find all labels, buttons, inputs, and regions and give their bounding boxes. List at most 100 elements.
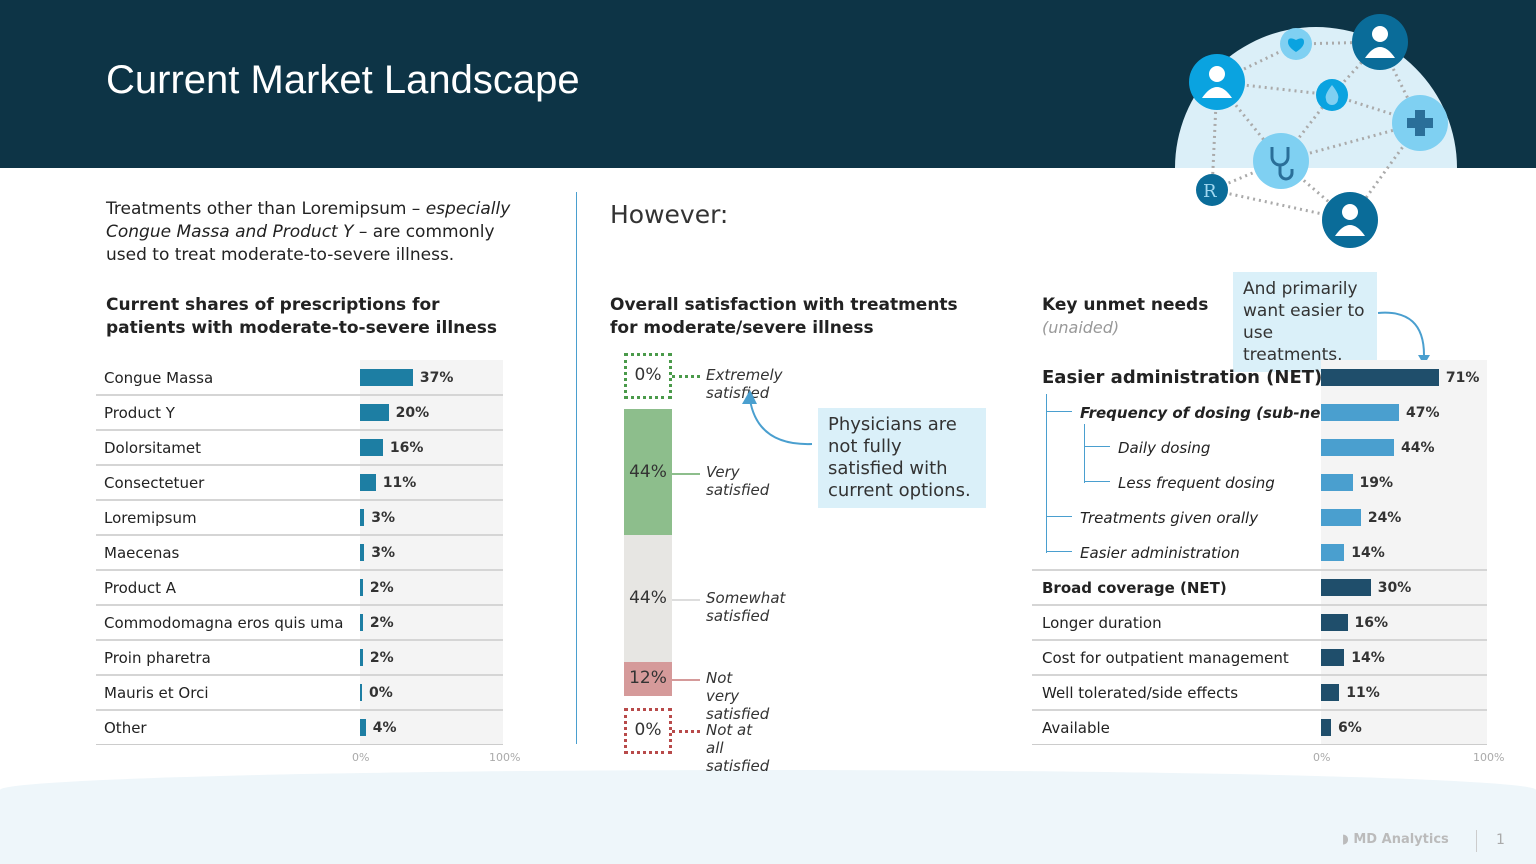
bar [360, 474, 376, 491]
bar [360, 614, 363, 631]
bar-label: Treatments given orally [1080, 509, 1259, 527]
bar-label: Product A [104, 579, 176, 597]
data-label: 37% [419, 370, 454, 386]
bar [360, 404, 389, 421]
segment-value: 0% [634, 365, 662, 385]
bar-label: Easier administration [1080, 544, 1240, 562]
intro-text: Treatments other than Loremipsum – espec… [106, 198, 536, 267]
data-label: 16% [389, 440, 424, 456]
row-separator [96, 429, 503, 431]
row-separator [96, 674, 503, 676]
callout-arrow-icon [742, 390, 813, 446]
bar-label: Longer duration [1042, 614, 1162, 632]
page-title: Current Market Landscape [106, 58, 580, 102]
data-label: 2% [369, 580, 394, 596]
footer-band [0, 770, 1536, 864]
satisfaction-callout: Physicians are not fully satisfied with … [818, 408, 986, 508]
bar [1321, 474, 1353, 491]
bar-label: Cost for outpatient management [1042, 649, 1289, 667]
brand-name: MD Analytics [1353, 832, 1449, 847]
segment-value: 44% [629, 588, 667, 609]
data-label: 19% [1359, 475, 1394, 491]
tree-arrow-icon [1084, 446, 1110, 447]
bar [360, 684, 362, 701]
bar [360, 369, 413, 386]
segment-label: Very satisfied [706, 463, 770, 499]
unmet-callout-text: And primarily want easier to use treatme… [1243, 279, 1365, 365]
chart1-title: Current shares of prescriptions for pati… [106, 295, 498, 338]
bar-label: Frequency of dosing (sub-net) [1080, 404, 1335, 422]
segment-value: 44% [629, 462, 667, 482]
data-label: 2% [369, 615, 394, 631]
data-label: 6% [1337, 720, 1362, 736]
bar-label: Available [1042, 719, 1110, 737]
data-label: 14% [1351, 650, 1385, 666]
segment-label: Not at all satisfied [706, 721, 770, 775]
row-separator [96, 534, 503, 536]
tree-line [1084, 424, 1085, 483]
callout-arrow-icon [1377, 311, 1430, 365]
user-icon [1189, 54, 1245, 110]
data-label: 47% [1406, 405, 1440, 421]
tree-line [1046, 394, 1047, 553]
bar [360, 719, 366, 736]
user-icon [1352, 14, 1408, 70]
bar [1321, 684, 1340, 701]
data-label: 24% [1367, 510, 1402, 526]
chart3-subtitle: (unaided) [1042, 318, 1120, 337]
plot-background [1321, 360, 1487, 745]
bar-label: Other [104, 719, 147, 737]
data-label: 4% [372, 720, 397, 736]
intro-text-emphasis: especially Congue Massa and Product Y [106, 199, 511, 242]
row-separator [1032, 639, 1487, 641]
chart2-title: Overall satisfaction with treatments for… [610, 295, 958, 338]
bar [1321, 369, 1439, 386]
bar-label: Proin pharetra [104, 649, 211, 667]
dashed-box [624, 708, 672, 754]
data-label: 0% [369, 685, 393, 701]
tree-arrow-icon [1046, 516, 1072, 517]
leader-line [672, 375, 700, 378]
unmet-callout: And primarily want easier to use treatme… [1233, 272, 1377, 372]
tree-arrow-icon [1046, 411, 1072, 412]
data-label: 44% [1401, 440, 1435, 456]
row-separator [1032, 674, 1487, 676]
segment-label: Somewhat satisfied [706, 589, 786, 626]
leader-line [672, 599, 700, 602]
user-icon [1322, 192, 1378, 248]
data-label: 14% [1351, 545, 1385, 561]
bar-label: Congue Massa [104, 369, 214, 387]
segment-value: 0% [634, 720, 662, 740]
intro-text-a: Treatments other than Loremipsum – [106, 199, 426, 219]
data-label: 3% [371, 510, 396, 526]
bar [1321, 439, 1395, 456]
bar-label: Loremipsum [104, 509, 197, 527]
axis-line [1032, 744, 1487, 745]
page-number: 1 [1496, 832, 1505, 848]
bar [1321, 649, 1345, 666]
tick-label: 0% [352, 751, 370, 764]
data-label: 20% [395, 405, 430, 421]
bar-label: Easier administration (NET) [1042, 367, 1323, 388]
stacked-segment [624, 409, 672, 536]
bar-label: Less frequent dosing [1118, 474, 1275, 492]
bar [360, 544, 365, 561]
bar [1321, 404, 1400, 421]
segment-label: Not very satisfied [706, 668, 770, 723]
data-label: 11% [382, 475, 417, 491]
stacked-segment [624, 535, 672, 662]
healthcare-network-illustration: R [1175, 14, 1457, 248]
plus-icon [1392, 95, 1448, 151]
column-divider [576, 192, 577, 744]
tree-arrow-icon [1046, 551, 1072, 552]
bar [1321, 509, 1361, 526]
segment-value: 12% [629, 667, 667, 688]
chart3-title: Key unmet needs [1042, 295, 1209, 315]
bar-label: Dolorsitamet [104, 439, 202, 457]
data-label: 11% [1346, 685, 1380, 701]
brand-logo: ◗ MD Analytics [1342, 832, 1449, 847]
bar [1321, 579, 1371, 596]
row-separator [96, 464, 503, 466]
bar-label: Daily dosing [1118, 439, 1211, 457]
row-separator [96, 639, 503, 641]
